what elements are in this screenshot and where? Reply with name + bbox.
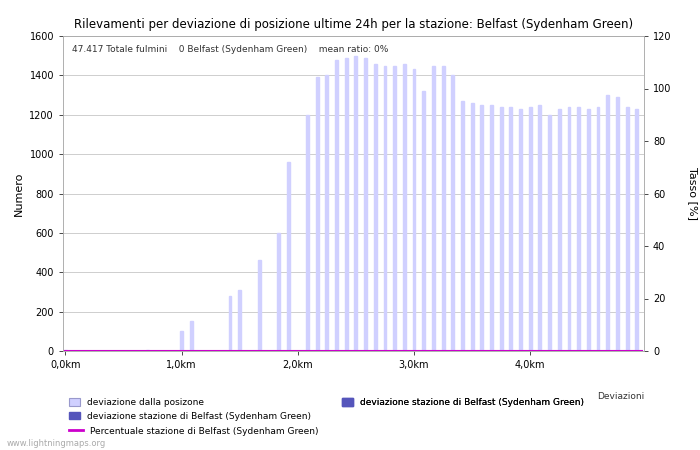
Bar — [146, 350, 149, 351]
Bar — [548, 115, 551, 351]
Bar — [578, 107, 580, 351]
Bar — [636, 109, 638, 351]
Bar — [470, 103, 474, 351]
Bar — [64, 350, 67, 351]
Bar — [500, 107, 503, 351]
Bar — [306, 115, 309, 351]
Bar — [422, 91, 425, 351]
Bar — [432, 66, 435, 351]
Bar — [277, 233, 280, 351]
Bar — [528, 107, 532, 351]
Y-axis label: Tasso [%]: Tasso [%] — [688, 167, 698, 220]
Bar — [490, 105, 493, 351]
Bar — [412, 69, 416, 351]
Text: 47.417 Totale fulmini    0 Belfast (Sydenham Green)    mean ratio: 0%: 47.417 Totale fulmini 0 Belfast (Sydenha… — [71, 45, 388, 54]
Bar — [180, 331, 183, 351]
Bar — [587, 109, 590, 351]
Bar — [364, 58, 367, 351]
Bar — [596, 107, 599, 351]
Bar — [510, 107, 512, 351]
Bar — [335, 59, 338, 351]
Bar — [480, 105, 483, 351]
Bar — [626, 107, 629, 351]
Bar — [616, 97, 619, 351]
Bar — [558, 109, 561, 351]
Bar — [229, 296, 232, 351]
Bar — [606, 95, 609, 351]
Text: www.lightningmaps.org: www.lightningmaps.org — [7, 439, 106, 448]
Title: Rilevamenti per deviazione di posizione ultime 24h per la stazione: Belfast (Syd: Rilevamenti per deviazione di posizione … — [74, 18, 633, 31]
Bar — [258, 261, 260, 351]
Legend: deviazione stazione di Belfast (Sydenham Green): deviazione stazione di Belfast (Sydenham… — [341, 396, 587, 409]
Bar — [393, 66, 396, 351]
Bar — [442, 66, 444, 351]
Bar — [374, 63, 377, 351]
Bar — [287, 162, 290, 351]
Bar — [384, 66, 386, 351]
Bar — [316, 77, 318, 351]
Y-axis label: Numero: Numero — [14, 171, 24, 216]
Text: Deviazioni: Deviazioni — [596, 392, 644, 401]
Bar — [519, 109, 522, 351]
Bar — [238, 290, 242, 351]
Bar — [538, 105, 541, 351]
Bar — [326, 75, 328, 351]
Bar — [568, 107, 570, 351]
Bar — [190, 321, 193, 351]
Bar — [461, 101, 464, 351]
Bar — [452, 75, 454, 351]
Bar — [403, 63, 406, 351]
Bar — [354, 56, 358, 351]
Bar — [345, 58, 348, 351]
